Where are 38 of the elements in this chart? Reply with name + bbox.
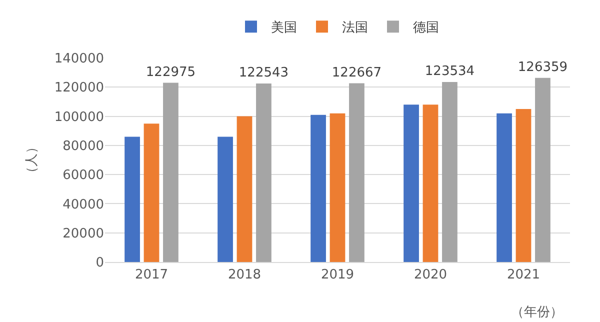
bar <box>404 104 419 262</box>
legend-label: 法国 <box>342 20 368 36</box>
data-label: 122667 <box>332 65 382 80</box>
bar <box>516 109 532 262</box>
bar <box>422 104 438 262</box>
x-tick-label: 2021 <box>506 268 540 283</box>
data-label: 122543 <box>238 65 289 80</box>
legend-label: 德国 <box>413 20 439 36</box>
y-tick-label: 20000 <box>62 226 104 242</box>
bar <box>124 136 140 262</box>
x-tick-label: 2017 <box>134 268 168 283</box>
bar <box>535 78 550 262</box>
legend-label: 美国 <box>271 20 297 36</box>
bar <box>163 82 178 262</box>
data-label: 126359 <box>518 60 568 75</box>
bar <box>310 114 326 262</box>
y-axis-title: （人） <box>24 140 40 180</box>
bar <box>330 113 346 262</box>
y-tick-label: 140000 <box>54 52 104 67</box>
bar <box>144 124 160 262</box>
y-tick-label: 60000 <box>62 168 104 184</box>
y-tick-label: 120000 <box>54 80 104 96</box>
bar <box>256 83 272 262</box>
x-tick-label: 2019 <box>320 268 354 283</box>
y-tick-label: 0 <box>96 256 104 271</box>
data-label: 123534 <box>424 64 475 79</box>
y-tick-label: 40000 <box>62 197 104 212</box>
bar <box>236 116 252 262</box>
bar <box>496 113 512 262</box>
bar <box>349 83 364 262</box>
y-tick-label: 80000 <box>62 138 104 154</box>
bar <box>218 136 233 262</box>
bar <box>442 82 458 262</box>
x-tick-label: 2018 <box>228 268 262 283</box>
x-axis-title: （年份） <box>511 305 563 320</box>
data-label: 122975 <box>146 64 196 80</box>
y-tick-label: 100000 <box>54 110 104 125</box>
x-tick-label: 2020 <box>414 268 448 283</box>
